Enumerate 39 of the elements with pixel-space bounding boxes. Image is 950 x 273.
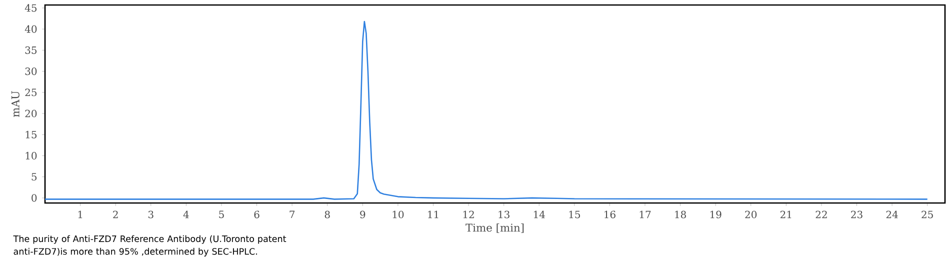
x-tick-label: 12 bbox=[463, 210, 474, 218]
x-tick-label: 1 bbox=[78, 210, 82, 218]
x-tick-label: 24 bbox=[886, 210, 898, 218]
x-tick-label: 22 bbox=[816, 210, 827, 218]
y-axis-title: mAU bbox=[11, 91, 20, 118]
y-tick-label: 20 bbox=[25, 110, 37, 118]
y-tick-label: 35 bbox=[25, 46, 37, 54]
x-tick-label: 8 bbox=[324, 210, 330, 218]
y-tick-label: 25 bbox=[25, 88, 37, 96]
x-tick-label: 7 bbox=[290, 210, 295, 218]
x-tick-label: 14 bbox=[534, 210, 545, 218]
x-tick-label: 6 bbox=[254, 210, 260, 218]
x-tick-label: 3 bbox=[148, 210, 154, 218]
x-tick-label: 10 bbox=[392, 210, 404, 218]
x-tick-label: 23 bbox=[851, 210, 862, 218]
x-tick-label: 2 bbox=[113, 210, 118, 218]
y-tick-label: 5 bbox=[32, 173, 37, 181]
x-tick-label: 11 bbox=[428, 210, 438, 218]
y-tick-label: 15 bbox=[26, 130, 37, 138]
line-series bbox=[45, 20, 928, 200]
x-tick-label: 18 bbox=[675, 210, 686, 218]
x-tick-label: 4 bbox=[183, 210, 189, 218]
text: The purity of Anti-FZD7 Reference Antibody (U.Toronto patent anti-FZD7)is more than 95% ,determined by SEC-HPLC. bbox=[13, 235, 286, 256]
x-tick-label: 17 bbox=[640, 210, 651, 218]
y-tick-label: 45 bbox=[24, 4, 37, 12]
y-tick-label: 10 bbox=[26, 152, 37, 160]
x-tick-label: 15 bbox=[569, 210, 580, 218]
x-tick-label: 19 bbox=[710, 210, 722, 218]
x-tick-label: 13 bbox=[498, 210, 510, 218]
y-tick-label: 0 bbox=[32, 194, 37, 202]
x-axis-title: Time [min] bbox=[466, 223, 524, 233]
x-tick-label: 9 bbox=[360, 210, 366, 218]
y-tick-label: 40 bbox=[24, 25, 37, 33]
x-tick-label: 20 bbox=[745, 210, 757, 218]
x-tick-label: 25 bbox=[922, 210, 933, 218]
x-tick-label: 5 bbox=[219, 210, 224, 218]
x-tick-label: 21 bbox=[780, 210, 792, 218]
x-tick-label: 16 bbox=[604, 210, 616, 218]
y-tick-label: 30 bbox=[25, 68, 37, 76]
